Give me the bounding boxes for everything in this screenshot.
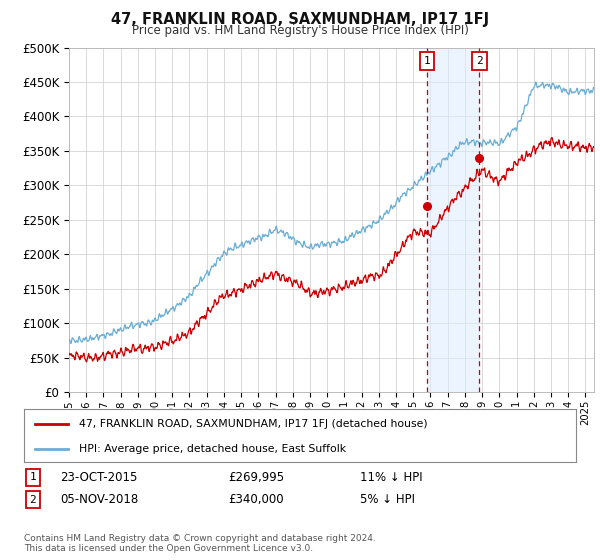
Text: 47, FRANKLIN ROAD, SAXMUNDHAM, IP17 1FJ: 47, FRANKLIN ROAD, SAXMUNDHAM, IP17 1FJ [111, 12, 489, 27]
Text: £340,000: £340,000 [228, 493, 284, 506]
Text: 1: 1 [424, 57, 431, 67]
Text: £269,995: £269,995 [228, 470, 284, 484]
Text: 11% ↓ HPI: 11% ↓ HPI [360, 470, 422, 484]
Text: Contains HM Land Registry data © Crown copyright and database right 2024.
This d: Contains HM Land Registry data © Crown c… [24, 534, 376, 553]
Bar [427, 48, 479, 392]
Text: 47, FRANKLIN ROAD, SAXMUNDHAM, IP17 1FJ (detached house): 47, FRANKLIN ROAD, SAXMUNDHAM, IP17 1FJ … [79, 419, 428, 429]
Text: 2: 2 [29, 494, 37, 505]
Text: 23-OCT-2015: 23-OCT-2015 [60, 470, 137, 484]
Text: 5% ↓ HPI: 5% ↓ HPI [360, 493, 415, 506]
Text: 2: 2 [476, 57, 483, 67]
Text: 1: 1 [29, 472, 37, 482]
Text: Price paid vs. HM Land Registry's House Price Index (HPI): Price paid vs. HM Land Registry's House … [131, 24, 469, 37]
Text: 05-NOV-2018: 05-NOV-2018 [60, 493, 138, 506]
Text: HPI: Average price, detached house, East Suffolk: HPI: Average price, detached house, East… [79, 444, 346, 454]
